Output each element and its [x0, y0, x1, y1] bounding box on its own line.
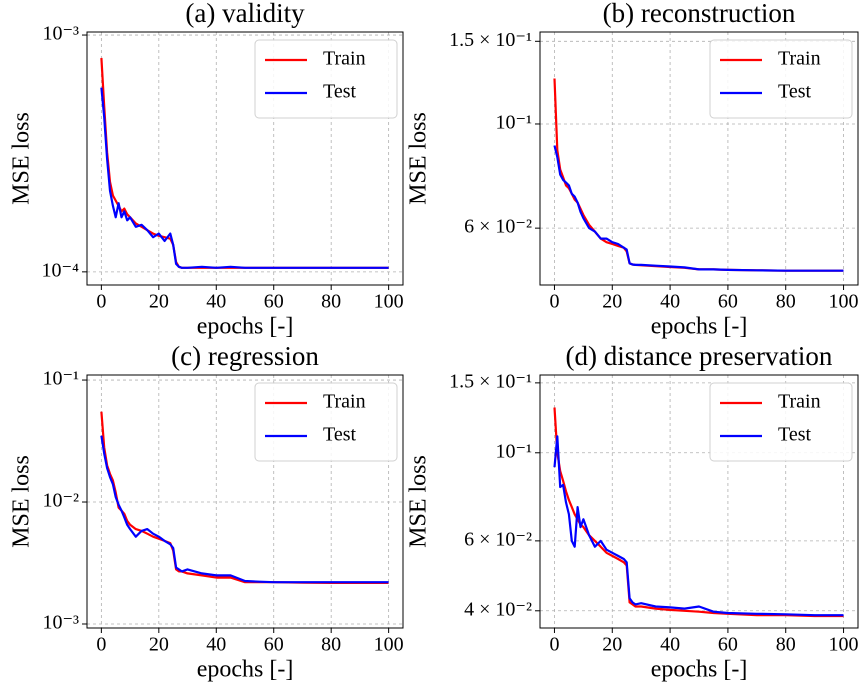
- x-axis-label: epochs [-]: [651, 314, 748, 340]
- plot-frame: [86, 374, 404, 629]
- y-tick-label: 10⁻³: [42, 23, 79, 45]
- x-tick-label: 100: [829, 291, 859, 313]
- x-axis-label: epochs [-]: [197, 657, 294, 683]
- legend-label: Test: [323, 81, 356, 103]
- x-tick-label: 100: [374, 634, 404, 656]
- x-tick-label: 0: [96, 291, 106, 313]
- series-line: [553, 407, 844, 618]
- series-line: [553, 145, 844, 272]
- y-tick-label: 10⁻¹: [495, 440, 532, 462]
- y-axis-label: MSE loss: [406, 112, 432, 205]
- x-tick-label: 100: [374, 291, 404, 313]
- x-tick-label: 80: [321, 291, 341, 313]
- x-tick-label: 40: [660, 634, 680, 656]
- y-axis-label: MSE loss: [9, 455, 35, 548]
- y-axis-label: MSE loss: [9, 112, 35, 205]
- y-tick-label: 10⁻³: [42, 612, 79, 634]
- x-tick-label: 40: [660, 291, 680, 313]
- x-axis-label: epochs [-]: [651, 657, 748, 683]
- x-tick-label: 60: [264, 291, 284, 313]
- y-tick-label: 10⁻¹: [495, 112, 532, 134]
- legend-label: Train: [323, 391, 366, 413]
- x-tick-label: 60: [718, 634, 738, 656]
- x-tick-label: 0: [96, 634, 106, 656]
- subplot-title: (d) distance preservation: [566, 341, 833, 371]
- x-tick-label: 80: [321, 634, 341, 656]
- y-tick-label: 10⁻²: [42, 490, 79, 512]
- x-tick-label: 80: [776, 291, 796, 313]
- legend-label: Test: [323, 424, 356, 446]
- series-line: [553, 435, 844, 617]
- y-tick-label: 1.5 × 10⁻¹: [449, 29, 532, 51]
- subplot-title: (a) validity: [185, 0, 305, 28]
- plot-frame: [86, 31, 404, 286]
- x-tick-label: 20: [602, 634, 622, 656]
- series-line: [100, 87, 389, 269]
- x-tick-label: 40: [206, 291, 226, 313]
- legend-label: Test: [778, 424, 811, 446]
- x-axis-label: epochs [-]: [197, 314, 294, 340]
- y-tick-label: 1.5 × 10⁻¹: [449, 370, 532, 392]
- y-axis-label: MSE loss: [406, 455, 432, 548]
- subplot-title: (c) regression: [171, 341, 319, 371]
- series-line: [100, 435, 389, 584]
- x-tick-label: 100: [829, 634, 859, 656]
- x-tick-label: 20: [149, 291, 169, 313]
- y-tick-label: 10⁻¹: [42, 368, 79, 390]
- x-tick-label: 60: [264, 634, 284, 656]
- x-tick-label: 0: [549, 291, 559, 313]
- x-tick-label: 0: [549, 634, 559, 656]
- x-tick-label: 40: [206, 634, 226, 656]
- x-tick-label: 20: [602, 291, 622, 313]
- legend-label: Train: [778, 48, 821, 70]
- x-tick-label: 20: [149, 634, 169, 656]
- y-tick-label: 4 × 10⁻²: [464, 598, 532, 620]
- plot-frame: [539, 374, 859, 629]
- plot-frame: [539, 31, 859, 286]
- legend-label: Test: [778, 81, 811, 103]
- x-tick-label: 80: [776, 634, 796, 656]
- y-tick-label: 6 × 10⁻²: [464, 216, 532, 238]
- subplot-title: (b) reconstruction: [603, 0, 796, 28]
- legend-label: Train: [778, 391, 821, 413]
- legend-label: Train: [323, 48, 366, 70]
- y-tick-label: 6 × 10⁻²: [464, 528, 532, 550]
- y-tick-label: 10⁻⁴: [41, 259, 79, 281]
- x-tick-label: 60: [718, 291, 738, 313]
